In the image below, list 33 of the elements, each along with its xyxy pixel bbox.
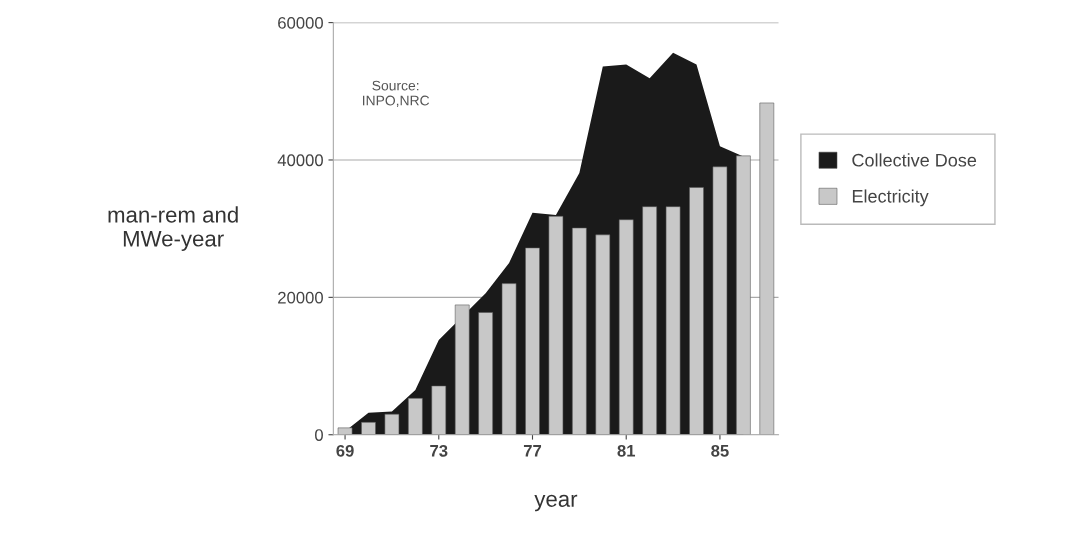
bar <box>548 216 564 435</box>
bar <box>736 155 751 435</box>
bar <box>361 422 376 435</box>
bar <box>525 247 540 435</box>
x-tick-label: 77 <box>523 445 542 457</box>
y-axis-title: man-rem and MWe-year <box>108 206 238 251</box>
bar <box>501 283 517 435</box>
x-tick-label: 73 <box>430 444 448 457</box>
y-tick-label: 40000 <box>277 154 323 167</box>
x-tick-label: 69 <box>336 444 354 457</box>
legend-label: Collective Dose <box>852 153 977 167</box>
y-tick-label: 20000 <box>278 291 323 304</box>
bar <box>454 304 470 435</box>
bar <box>337 427 353 435</box>
x-tick-label: 81 <box>617 444 636 457</box>
bar <box>572 227 587 435</box>
bar <box>384 413 400 435</box>
bar <box>431 385 447 435</box>
x-axis-title: year <box>534 494 578 512</box>
bar <box>665 206 681 435</box>
y-tick-label: 60000 <box>278 16 323 29</box>
annotation: Source: INPO,NRC <box>363 80 430 108</box>
y-tick-label: 0 <box>315 429 323 441</box>
x-tick-label: 85 <box>711 444 729 457</box>
bar <box>408 398 423 435</box>
bar <box>595 234 611 435</box>
bar <box>642 206 657 435</box>
bar <box>689 187 704 435</box>
bar <box>712 166 728 435</box>
bar <box>759 102 775 435</box>
bar <box>478 312 493 435</box>
legend-label: Electricity <box>852 189 929 207</box>
bar <box>618 219 634 435</box>
